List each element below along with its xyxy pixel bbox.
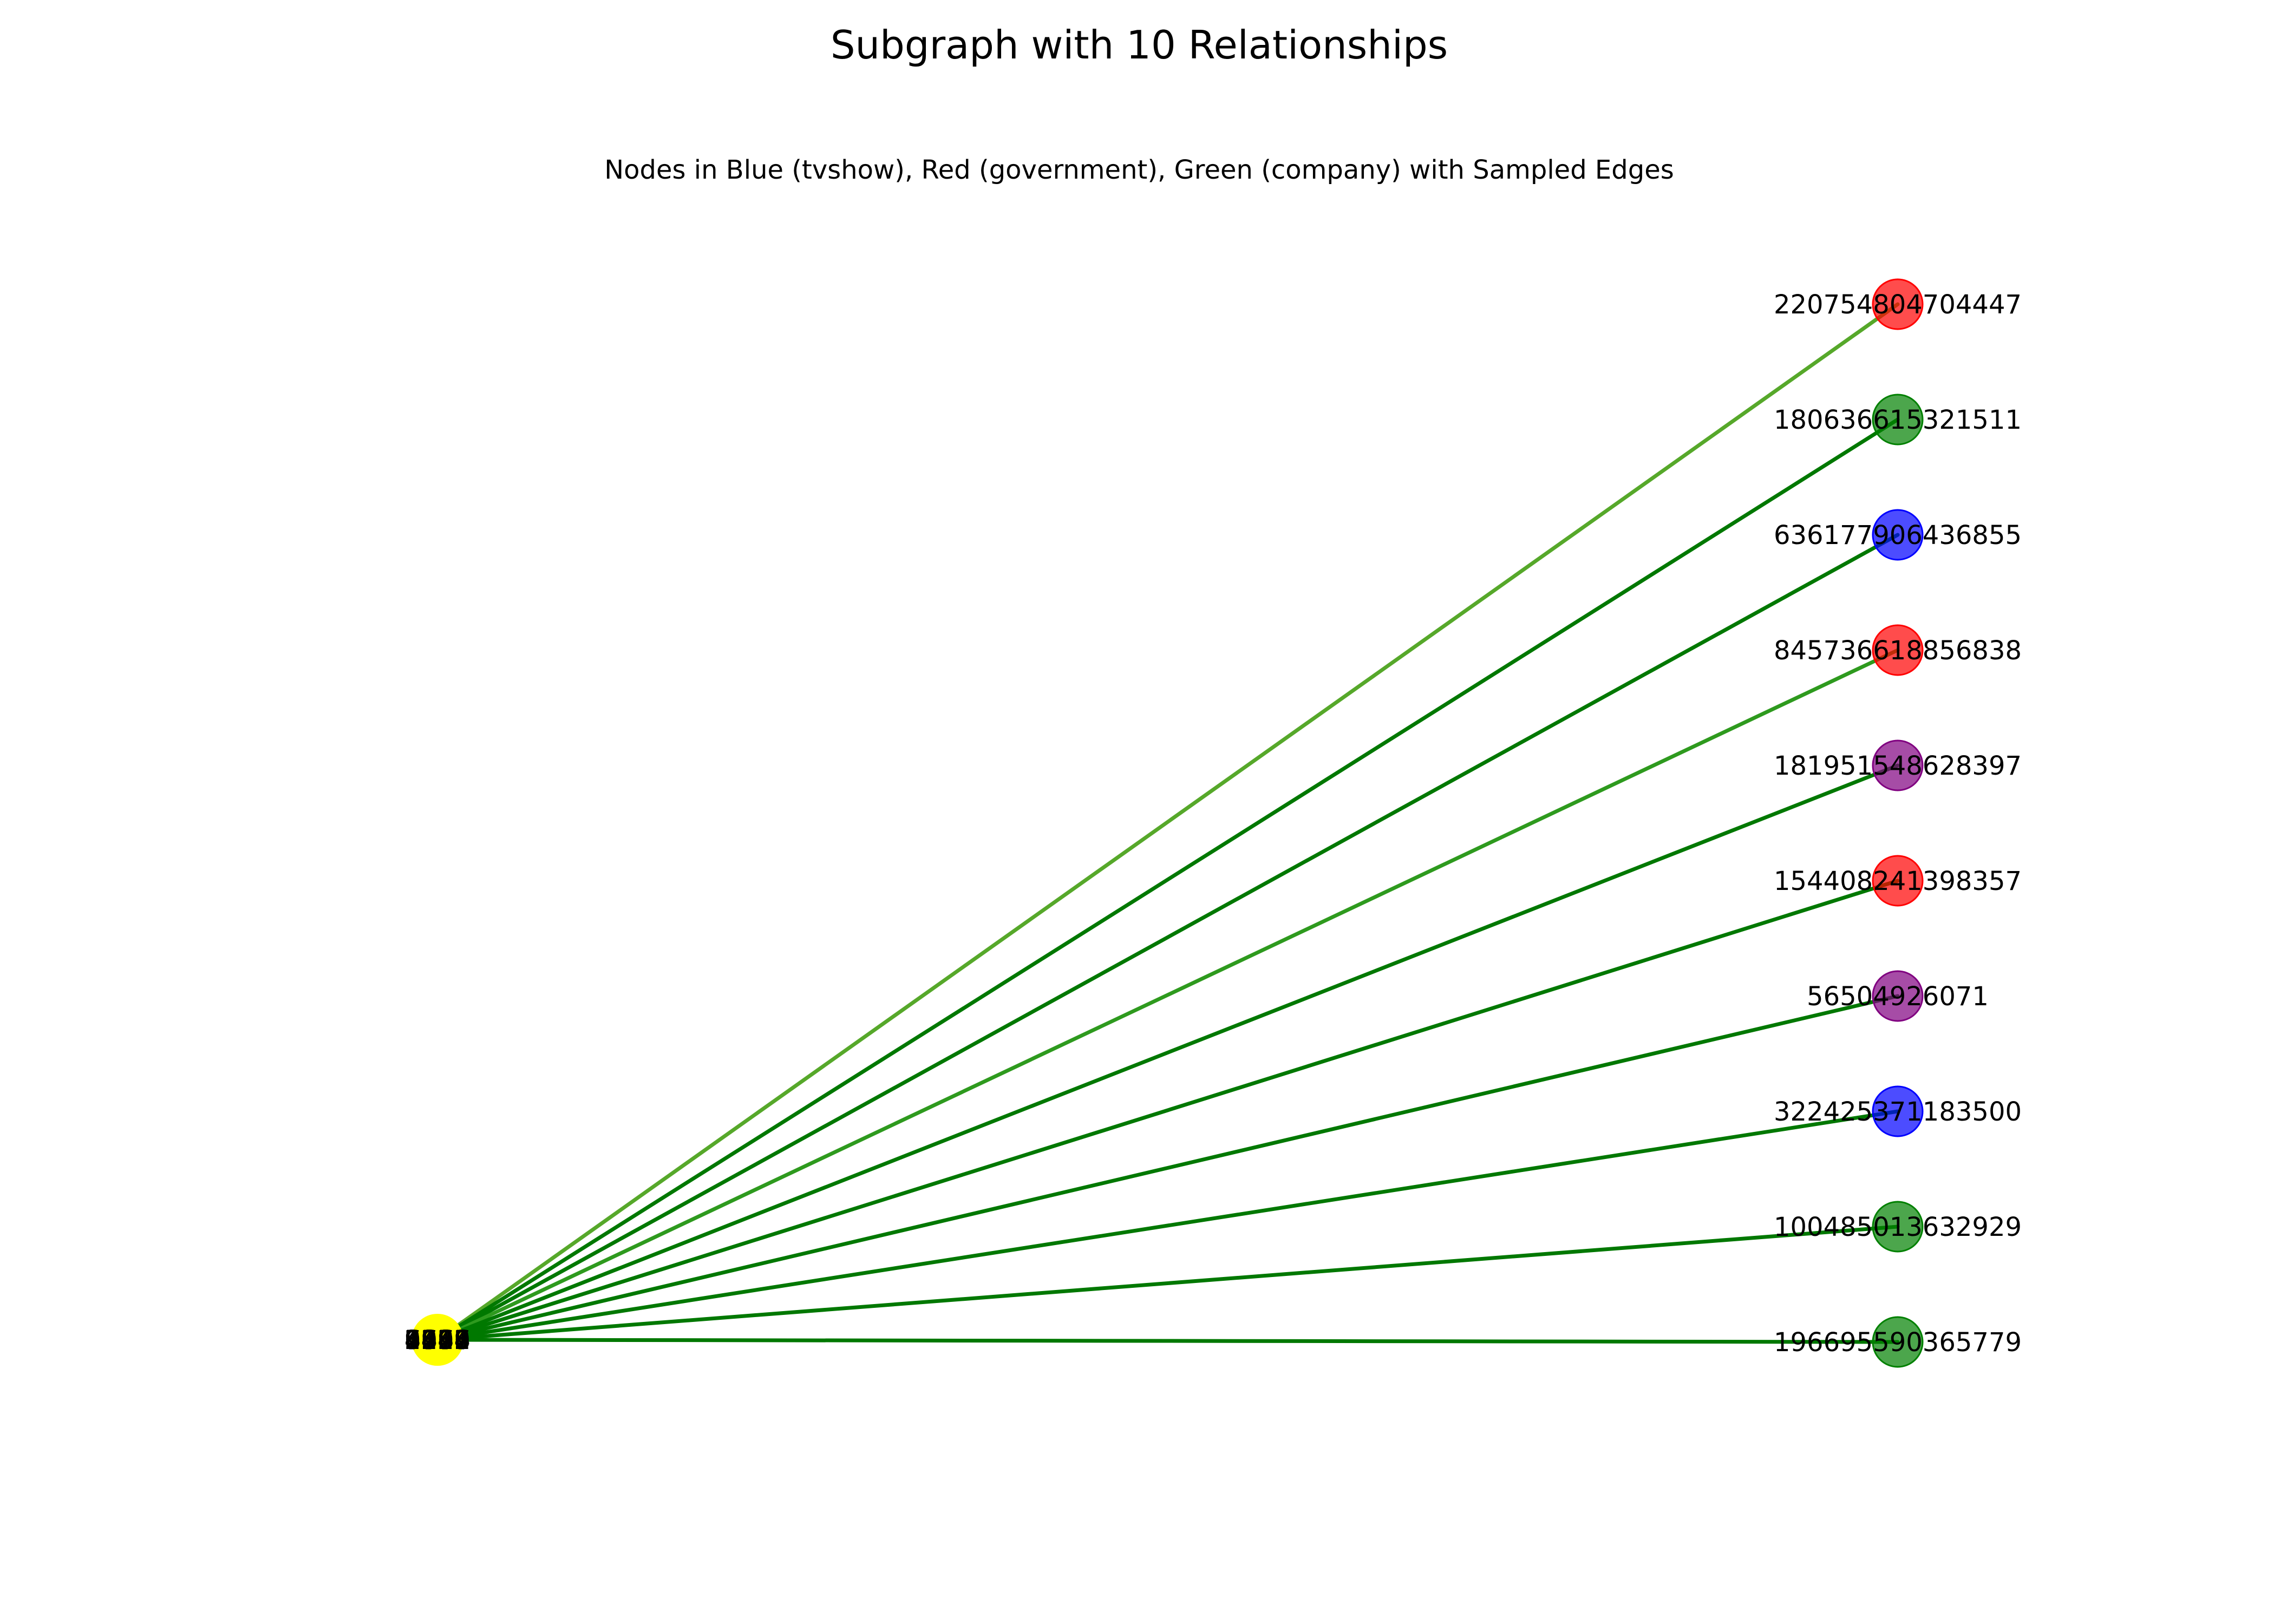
edge-220754804704447: [435, 302, 1900, 1342]
node-label-845736618856838: 845736618856838: [1774, 636, 2022, 666]
hub-label-fragment: 7777: [404, 1325, 471, 1355]
hub-label-fragment: 0000: [404, 1325, 471, 1355]
node-180636615321511: [1872, 394, 1924, 446]
hub-label-fragment: 2222: [404, 1325, 471, 1355]
edges-layer: [435, 302, 1900, 1344]
hub-label-fragment: 4444: [404, 1325, 471, 1355]
node-322425371183500: [1872, 1085, 1924, 1137]
figure-subtitle: Nodes in Blue (tvshow), Red (government)…: [604, 155, 1674, 185]
node-845736618856838: [1872, 624, 1924, 676]
hub-label-fragment: 1111: [404, 1325, 471, 1355]
node-label-154408241398357: 154408241398357: [1774, 866, 2022, 896]
edge-100485013632929: [435, 1224, 1900, 1342]
edge-56504926071: [435, 994, 1900, 1342]
edge-845736618856838: [435, 648, 1900, 1342]
edge-322425371183500: [435, 1109, 1900, 1342]
figure-title: Subgraph with 10 Relationships: [831, 22, 1448, 68]
node-100485013632929: [1872, 1201, 1924, 1253]
node-label-196695590365779: 196695590365779: [1774, 1327, 2022, 1358]
labels-layer: 2222333355558888111199994444666677770000…: [404, 290, 2022, 1358]
node-label-322425371183500: 322425371183500: [1774, 1097, 2022, 1127]
edge-180636615321511: [435, 417, 1900, 1342]
hub-label-fragment: 3333: [404, 1325, 471, 1355]
node-154408241398357: [1872, 855, 1924, 907]
node-label-56504926071: 56504926071: [1807, 981, 1989, 1012]
node-181951548628397: [1872, 739, 1924, 791]
node-label-636177906436855: 636177906436855: [1774, 520, 2022, 551]
node-220754804704447: [1872, 278, 1924, 330]
hub-label-fragment: 9999: [404, 1325, 471, 1355]
node-hub: [411, 1314, 463, 1366]
hub-label-fragment: 8888: [404, 1325, 471, 1355]
hub-label-fragment: 5555: [404, 1325, 471, 1355]
edge-154408241398357: [435, 879, 1900, 1342]
hub-label-fragment: 6666: [404, 1325, 471, 1355]
node-label-180636615321511: 180636615321511: [1774, 405, 2022, 435]
node-56504926071: [1872, 970, 1924, 1022]
node-label-181951548628397: 181951548628397: [1774, 751, 2022, 781]
node-label-220754804704447: 220754804704447: [1774, 290, 2022, 320]
node-196695590365779: [1872, 1316, 1924, 1368]
nodes-layer: [411, 278, 1924, 1368]
node-636177906436855: [1872, 509, 1924, 561]
node-label-100485013632929: 100485013632929: [1774, 1212, 2022, 1242]
edge-196695590365779: [435, 1338, 1900, 1344]
edge-181951548628397: [435, 763, 1900, 1342]
edge-636177906436855: [435, 533, 1900, 1342]
